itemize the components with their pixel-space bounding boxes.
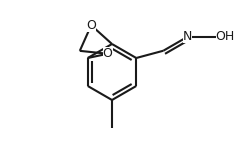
Text: OH: OH bbox=[216, 30, 235, 43]
Text: N: N bbox=[183, 30, 192, 43]
Text: O: O bbox=[86, 19, 96, 32]
Text: O: O bbox=[103, 47, 113, 60]
